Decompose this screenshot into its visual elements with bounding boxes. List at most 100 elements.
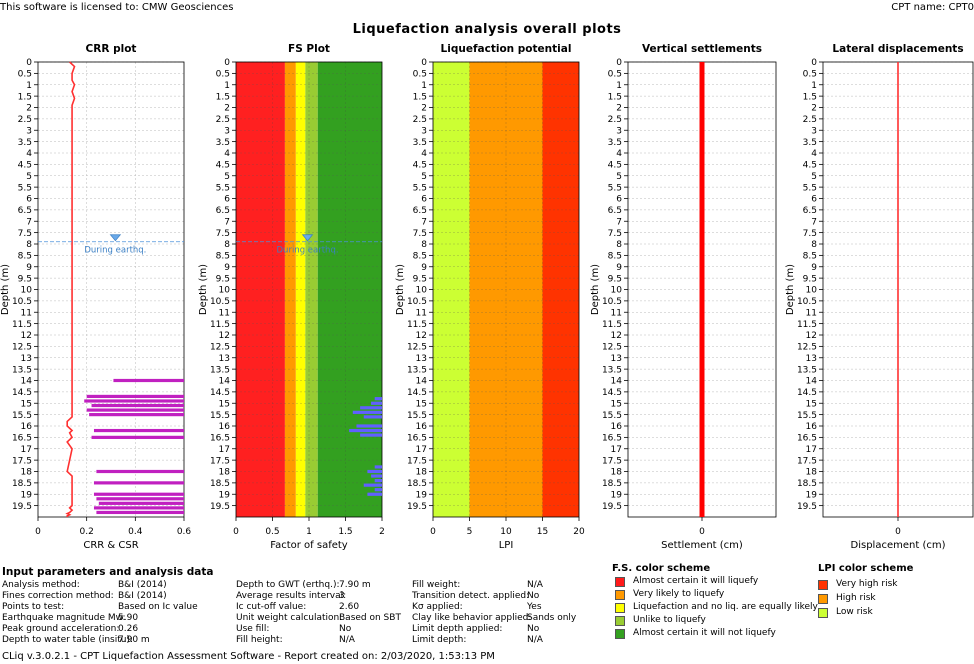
report-title: Liquefaction analysis overall plots	[352, 22, 622, 37]
data-bar	[367, 492, 382, 496]
param-label: Average results interval:	[236, 591, 347, 601]
legend-label: High risk	[836, 593, 876, 603]
y-tick-label: 15	[611, 399, 622, 409]
y-tick-label: 19.5	[407, 502, 427, 512]
y-tick-label: 17.5	[797, 456, 817, 466]
y-tick-label: 19.5	[210, 502, 230, 512]
x-axis-label: LPI	[499, 540, 514, 551]
x-tick-label: 0	[233, 527, 239, 537]
param-label: Fill weight:	[412, 580, 461, 590]
y-tick-label: 0.5	[608, 70, 622, 80]
plot-3: 000.511.522.533.544.555.566.577.588.599.…	[590, 58, 777, 551]
y-tick-label: 8.5	[608, 252, 622, 262]
y-tick-label: 13	[219, 354, 230, 364]
legend-label: Almost certain it will not liquefy	[633, 628, 776, 638]
y-tick-label: 18	[416, 468, 428, 478]
y-tick-label: 7.5	[803, 229, 817, 239]
x-axis-label: Displacement (cm)	[851, 540, 946, 551]
y-tick-label: 10	[611, 286, 623, 296]
param-label: Fines correction method:	[2, 591, 114, 601]
y-tick-label: 5	[811, 172, 817, 182]
data-bar	[93, 492, 184, 496]
y-tick-label: 11.5	[210, 320, 230, 330]
y-axis-label: Depth (m)	[395, 264, 406, 315]
param-value: 2.60	[339, 602, 360, 612]
data-bar	[352, 410, 382, 414]
band-3	[305, 62, 318, 517]
data-bar	[93, 506, 184, 510]
y-tick-label: 10.5	[12, 297, 32, 307]
y-tick-label: 0.5	[18, 70, 32, 80]
legend-swatch	[818, 594, 828, 604]
y-tick-label: 4.5	[18, 161, 32, 171]
x-axis-label: Factor of safety	[270, 540, 348, 551]
y-tick-label: 6.5	[608, 206, 622, 216]
band-1	[284, 62, 296, 517]
y-tick-label: 2.5	[216, 115, 230, 125]
y-tick-label: 15.5	[797, 411, 817, 421]
y-tick-label: 11.5	[407, 320, 427, 330]
y-tick-label: 2	[224, 104, 230, 114]
y-axis-label: Depth (m)	[785, 264, 796, 315]
data-bar	[374, 479, 382, 483]
y-tick-label: 18.5	[210, 479, 230, 489]
y-tick-label: 1	[421, 81, 427, 91]
y-tick-label: 2	[616, 104, 622, 114]
y-tick-label: 16	[219, 422, 231, 432]
y-tick-label: 11	[806, 308, 817, 318]
data-bar	[374, 397, 382, 401]
y-tick-label: 14	[806, 377, 818, 387]
y-tick-label: 0	[616, 58, 622, 68]
y-tick-label: 4	[26, 149, 32, 159]
y-tick-label: 4	[224, 149, 230, 159]
y-tick-label: 2	[26, 104, 32, 114]
param-label: Points to test:	[2, 602, 65, 612]
band-2	[295, 62, 306, 517]
band-1	[469, 62, 543, 517]
y-tick-label: 2.5	[18, 115, 32, 125]
x-axis-label: Settlement (cm)	[661, 540, 743, 551]
y-tick-label: 16.5	[12, 434, 32, 444]
band-0	[433, 62, 470, 517]
x-tick-label: 2	[379, 527, 385, 537]
y-tick-label: 8	[616, 240, 622, 250]
y-tick-label: 19.5	[12, 502, 32, 512]
x-axis-label: CRR & CSR	[83, 540, 138, 551]
data-bar	[96, 497, 184, 501]
y-tick-label: 1	[811, 81, 817, 91]
param-label: Kσ applied:	[412, 602, 463, 612]
y-tick-label: 19	[611, 490, 623, 500]
y-tick-label: 15.5	[210, 411, 230, 421]
band-4	[317, 62, 382, 517]
x-tick-label: 0.6	[177, 527, 192, 537]
y-tick-label: 12	[416, 331, 427, 341]
data-bar	[98, 501, 184, 505]
y-tick-label: 3.5	[413, 138, 427, 148]
y-tick-label: 7.5	[608, 229, 622, 239]
y-tick-label: 14.5	[602, 388, 622, 398]
y-tick-label: 8.5	[803, 252, 817, 262]
x-tick-label: 0.5	[265, 527, 279, 537]
data-line	[65, 61, 76, 517]
y-tick-label: 18.5	[12, 479, 32, 489]
param-label: Limit depth:	[412, 635, 467, 645]
y-tick-label: 5.5	[803, 183, 817, 193]
gwt-annotation: During earthq.	[277, 246, 339, 256]
y-tick-label: 4.5	[803, 161, 817, 171]
y-tick-label: 1.5	[413, 92, 427, 102]
x-tick-label: 15	[537, 527, 548, 537]
data-bar	[356, 424, 382, 428]
y-tick-label: 7	[616, 217, 622, 227]
water-table-marker	[301, 234, 314, 242]
y-tick-label: 3	[26, 126, 32, 136]
y-tick-label: 12.5	[407, 343, 427, 353]
y-tick-label: 9.5	[18, 274, 32, 284]
param-value: 3	[339, 591, 345, 601]
y-tick-label: 9	[26, 263, 32, 273]
y-tick-label: 0	[421, 58, 427, 68]
plot-1: 0 0.5 1 1.5 200.511.522.533.544.555.566.577.…	[198, 58, 385, 551]
y-tick-label: 13.5	[210, 365, 230, 375]
y-tick-label: 18	[806, 468, 818, 478]
legend-label: Almost certain it will liquefy	[633, 576, 759, 586]
y-tick-label: 0.5	[803, 70, 817, 80]
